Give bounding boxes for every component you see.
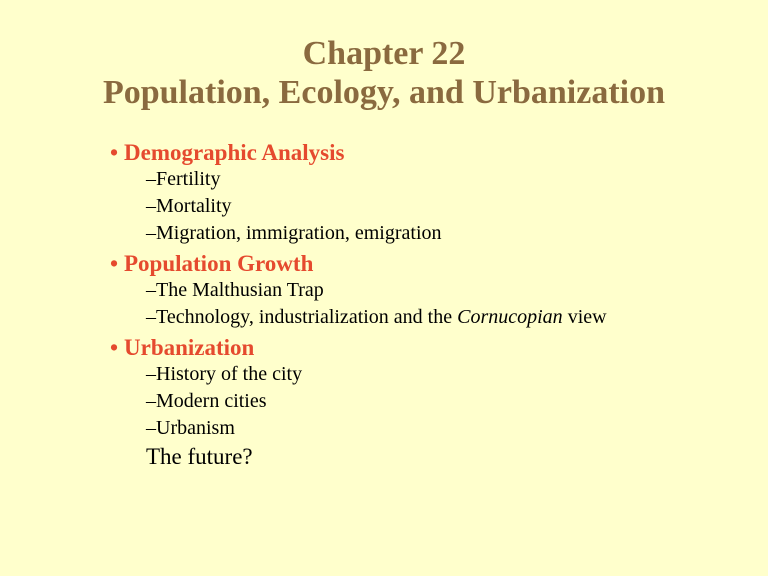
sub-item-text: History of the city bbox=[156, 363, 302, 385]
section-heading: •Demographic Analysis bbox=[110, 140, 748, 166]
slide-content: •Demographic Analysis–Fertility–Mortalit… bbox=[110, 140, 748, 470]
section-label: Demographic Analysis bbox=[124, 140, 344, 165]
sub-item-text: Migration, immigration, emigration bbox=[156, 222, 442, 244]
slide-title: Chapter 22 Population, Ecology, and Urba… bbox=[20, 34, 748, 112]
dash-icon: – bbox=[146, 193, 156, 220]
section-label: Population Growth bbox=[124, 251, 313, 276]
dash-icon: – bbox=[146, 220, 156, 247]
sub-item: –Modern cities bbox=[146, 388, 748, 415]
sub-item: –The Malthusian Trap bbox=[146, 277, 748, 304]
bullet-icon: • bbox=[110, 251, 124, 277]
sub-item: –Mortality bbox=[146, 193, 748, 220]
dash-icon: – bbox=[146, 166, 156, 193]
sub-item-text: Fertility bbox=[156, 168, 220, 190]
sub-item-text: The Malthusian Trap bbox=[156, 279, 324, 301]
bullet-icon: • bbox=[110, 140, 124, 166]
dash-icon: – bbox=[146, 361, 156, 388]
sub-item-italic: Cornucopian bbox=[457, 306, 563, 328]
tail-text: The future? bbox=[146, 444, 748, 470]
section-heading: •Urbanization bbox=[110, 335, 748, 361]
sub-item-text: Technology, industrialization and the bbox=[156, 306, 457, 328]
bullet-icon: • bbox=[110, 335, 124, 361]
sub-item-text: view bbox=[563, 306, 607, 328]
sub-item: –Fertility bbox=[146, 166, 748, 193]
sub-item: –History of the city bbox=[146, 361, 748, 388]
sub-item: –Migration, immigration, emigration bbox=[146, 220, 748, 247]
section-label: Urbanization bbox=[124, 335, 254, 360]
dash-icon: – bbox=[146, 277, 156, 304]
title-line-1: Chapter 22 bbox=[20, 34, 748, 73]
sub-item-text: Mortality bbox=[156, 195, 232, 217]
dash-icon: – bbox=[146, 304, 156, 331]
title-line-2: Population, Ecology, and Urbanization bbox=[20, 73, 748, 112]
sub-item-text: Urbanism bbox=[156, 417, 235, 439]
sub-item: –Technology, industrialization and the C… bbox=[146, 304, 748, 331]
dash-icon: – bbox=[146, 415, 156, 442]
section-heading: •Population Growth bbox=[110, 251, 748, 277]
sub-item-text: Modern cities bbox=[156, 390, 267, 412]
dash-icon: – bbox=[146, 388, 156, 415]
slide: Chapter 22 Population, Ecology, and Urba… bbox=[0, 0, 768, 576]
sub-item: –Urbanism bbox=[146, 415, 748, 442]
